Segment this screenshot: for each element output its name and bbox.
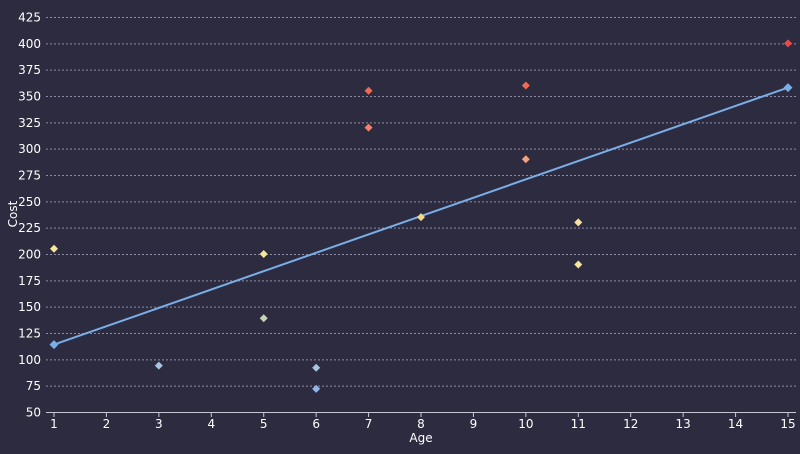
data-point-diamond: [574, 218, 583, 227]
x-axis-label: Age: [409, 431, 432, 445]
y-tick-label: 325: [18, 116, 41, 130]
x-tick-label: 9: [470, 417, 478, 431]
data-point-diamond: [364, 86, 373, 95]
y-tick-label: 175: [18, 274, 41, 288]
x-tick-label: 15: [780, 417, 795, 431]
x-tick-label: 14: [728, 417, 743, 431]
y-tick-label: 425: [18, 11, 41, 25]
data-point-diamond: [50, 244, 58, 253]
data-point-diamond: [259, 250, 268, 258]
x-tick-label: 7: [365, 417, 373, 431]
data-point-diamond: [521, 155, 530, 164]
data-point-diamond: [312, 363, 321, 372]
y-tick-label: 275: [18, 169, 41, 183]
x-tick-label: 8: [417, 417, 425, 431]
x-tick-label: 5: [260, 417, 268, 431]
data-point-diamond: [417, 213, 425, 222]
y-axis-ticks: 50 75 100 125 150 175 200 225 250 275 300 325 350 375…: [18, 11, 41, 420]
data-point-diamond: [574, 260, 583, 269]
x-tick-label: 6: [312, 417, 320, 431]
x-tick-label: 10: [518, 417, 533, 431]
y-tick-label: 300: [18, 142, 41, 156]
x-tick-label: 3: [155, 417, 163, 431]
y-tick-label: 125: [18, 327, 41, 341]
x-axis-ticks: 1 2 3 4 5 6 7 8 9 10 11 12 13 14 15: [50, 412, 796, 431]
data-point-diamond: [364, 123, 373, 132]
y-tick-label: 350: [18, 90, 41, 104]
data-points: [50, 39, 792, 393]
gridlines: [46, 17, 796, 387]
y-tick-label: 100: [18, 353, 41, 367]
data-point-diamond: [259, 314, 268, 323]
trend-marker-diamond: [49, 340, 59, 350]
y-tick-label: 75: [26, 379, 41, 393]
y-tick-label: 250: [18, 195, 41, 209]
data-point-diamond: [154, 361, 163, 370]
x-tick-label: 1: [50, 417, 58, 431]
x-tick-label: 13: [676, 417, 691, 431]
y-tick-label: 200: [18, 248, 41, 262]
data-point-diamond: [312, 384, 321, 393]
y-tick-label: 150: [18, 300, 41, 314]
trend-marker-diamond: [783, 83, 793, 93]
y-tick-label: 225: [18, 221, 41, 235]
x-tick-label: 12: [623, 417, 638, 431]
y-axis-label: Cost: [6, 200, 20, 227]
x-tick-label: 4: [207, 417, 215, 431]
x-tick-label: 11: [571, 417, 586, 431]
data-point-diamond: [521, 81, 530, 90]
x-tick-label: 2: [103, 417, 111, 431]
y-tick-label: 400: [18, 37, 41, 51]
y-tick-label: 375: [18, 63, 41, 77]
data-point-diamond: [784, 39, 792, 48]
y-tick-label: 50: [26, 406, 41, 420]
